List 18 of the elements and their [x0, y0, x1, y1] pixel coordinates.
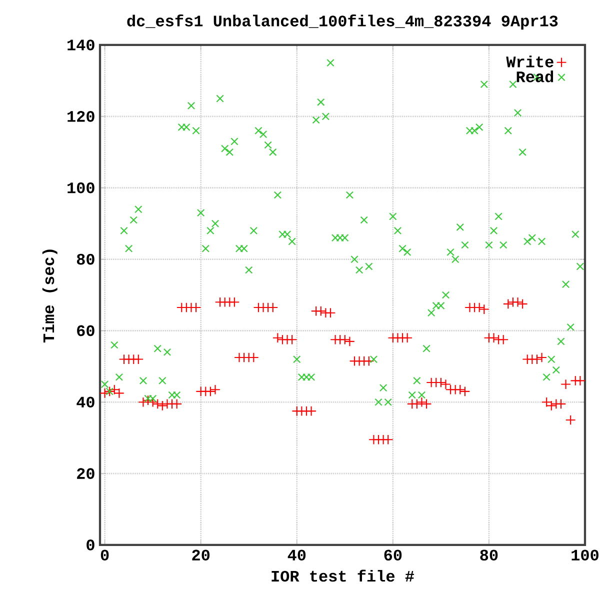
y-tick-label: 60 [77, 325, 94, 336]
legend-label: Write [506, 56, 554, 68]
y-tick-label: 100 [68, 182, 94, 194]
x-tick-label: 60 [384, 550, 402, 561]
x-tick-label: 0 [100, 550, 109, 561]
y-tick-label: 140 [68, 40, 94, 50]
x-tick-label: 80 [480, 550, 498, 561]
x-tick-label: 40 [288, 550, 306, 561]
y-tick-label: 0 [86, 540, 94, 550]
chart-title: dc_esfs1 Unbalanced_100files_4m_823394 9Apr13 [127, 14, 558, 30]
y-tick-label: 120 [68, 110, 94, 122]
y-tick-label: 20 [77, 468, 94, 479]
x-axis-title: IOR test file # [272, 570, 414, 582]
y-tick-label: 80 [76, 254, 94, 265]
y-tick-label: 40 [76, 396, 94, 408]
x-tick-label: 20 [192, 550, 210, 561]
y-axis-title: Time (sec) [42, 250, 58, 343]
x-tick-label: 100 [572, 550, 598, 561]
